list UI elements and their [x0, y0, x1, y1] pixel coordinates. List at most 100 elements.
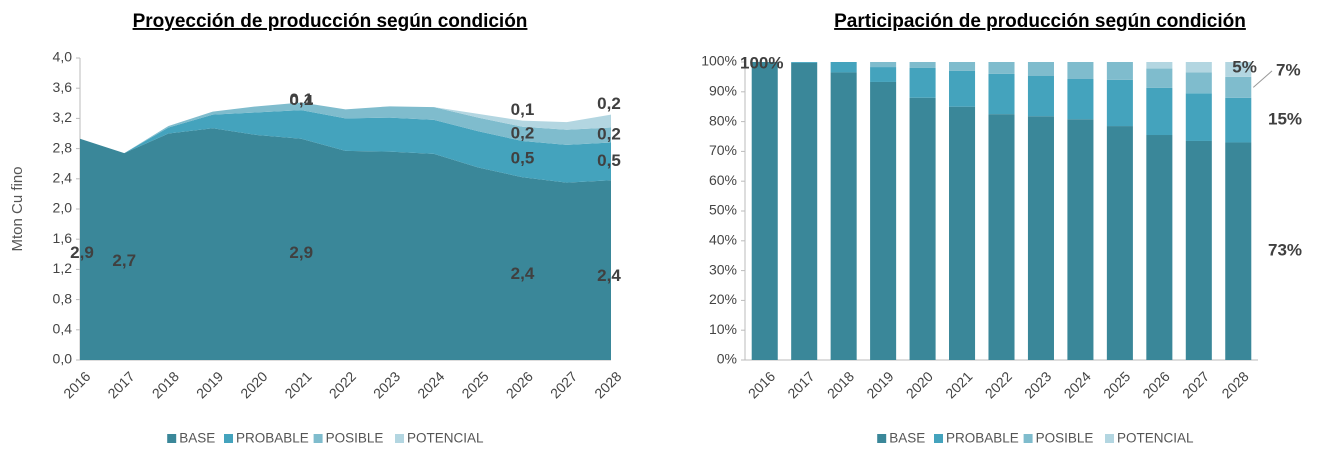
- bar-segment: [791, 62, 818, 360]
- y-tick-label: 2,8: [53, 139, 73, 155]
- y-tick-label: 0%: [717, 351, 737, 367]
- y-tick-label: 4,0: [53, 49, 73, 65]
- x-tick-label: 2028: [591, 368, 624, 401]
- bar-segment: [949, 62, 976, 71]
- x-tick-label: 2021: [281, 368, 314, 401]
- bar-segment: [909, 67, 936, 98]
- x-tick-label: 2017: [784, 368, 817, 401]
- area: [80, 110, 611, 183]
- bar-segment: [949, 70, 976, 107]
- data-label: 2,9: [70, 243, 94, 262]
- bar-segment: [1027, 116, 1054, 361]
- y-tick-label: 1,2: [53, 260, 73, 276]
- x-tick-label: 2024: [414, 368, 447, 401]
- y-tick-label: 30%: [709, 261, 737, 277]
- bar-segment: [1225, 97, 1252, 143]
- data-label: 2,4: [511, 264, 535, 283]
- y-tick-label: 80%: [709, 112, 737, 128]
- bar-segment: [751, 62, 778, 360]
- bar-segment: [1185, 93, 1212, 141]
- x-tick-label: 2024: [1061, 368, 1094, 401]
- y-tick-label: 3,2: [53, 109, 73, 125]
- y-tick-label: 0,0: [53, 351, 73, 367]
- x-tick-label: 2018: [824, 368, 857, 401]
- y-tick-label: 20%: [709, 291, 737, 307]
- x-tick-label: 2027: [1179, 368, 1212, 401]
- x-tick-label: 2023: [1021, 368, 1054, 401]
- bar-segment: [791, 62, 818, 63]
- legend-swatch: [313, 434, 323, 443]
- data-label: 73%: [1268, 241, 1302, 260]
- leader-line: [1252, 70, 1273, 88]
- data-label: 0,1: [289, 90, 313, 109]
- x-tick-label: 2019: [863, 368, 896, 401]
- legend-label: PROBABLE: [236, 431, 309, 446]
- data-label: 15%: [1268, 110, 1302, 129]
- x-tick-label: 2017: [104, 368, 137, 401]
- legend-label: BASE: [889, 431, 925, 446]
- legend-swatch: [224, 434, 233, 443]
- x-tick-label: 2023: [370, 368, 403, 401]
- data-label: 0,2: [597, 94, 621, 113]
- x-tick-label: 2026: [1139, 368, 1172, 401]
- bar-segment: [830, 72, 857, 361]
- bar-segment: [988, 114, 1015, 361]
- y-tick-label: 90%: [709, 83, 737, 99]
- area: [80, 128, 611, 360]
- x-tick-label: 2027: [547, 368, 580, 401]
- bar-segment: [1027, 62, 1054, 77]
- y-tick-label: 1,6: [53, 230, 73, 246]
- bar-segment: [988, 62, 1015, 74]
- y-tick-label: 50%: [709, 202, 737, 218]
- legend-swatch: [877, 434, 887, 443]
- bar-segment: [1225, 142, 1252, 360]
- legend-swatch: [167, 434, 177, 443]
- x-tick-label: 2019: [193, 368, 226, 401]
- x-tick-label: 2028: [1218, 368, 1251, 401]
- bar-segment: [949, 106, 976, 360]
- bar-segment: [1225, 76, 1252, 98]
- legend-label: POTENCIAL: [407, 431, 484, 446]
- x-tick-label: 2025: [458, 368, 491, 401]
- bar-segment: [1106, 62, 1133, 80]
- data-label: 7%: [1276, 60, 1301, 79]
- area: [80, 102, 611, 154]
- bar-segment: [1106, 126, 1133, 360]
- x-tick-label: 2022: [982, 368, 1015, 401]
- legend-swatch: [1023, 434, 1033, 443]
- x-tick-label: 2016: [60, 368, 93, 401]
- x-tick-label: 2018: [149, 368, 182, 401]
- x-tick-label: 2022: [326, 368, 359, 401]
- legend-swatch: [1105, 434, 1114, 443]
- data-label: 0,5: [511, 149, 535, 168]
- y-axis-label: Mton Cu fino: [9, 166, 26, 251]
- bar-segment: [870, 67, 897, 82]
- bar-segment: [1067, 78, 1094, 120]
- bar-segment: [870, 62, 897, 68]
- bar-segment: [1185, 140, 1212, 360]
- legend-label: PROBABLE: [946, 431, 1019, 446]
- y-tick-label: 100%: [701, 53, 737, 69]
- y-tick-label: 0,8: [53, 290, 73, 306]
- data-label: 2,7: [112, 251, 136, 270]
- y-tick-label: 10%: [709, 321, 737, 337]
- chart-title: Proyección de producción según condición: [133, 11, 528, 32]
- bar-segment: [1027, 76, 1054, 117]
- bar-segment: [1185, 62, 1212, 73]
- y-tick-label: 40%: [709, 232, 737, 248]
- y-tick-label: 70%: [709, 142, 737, 158]
- data-label: 2,9: [289, 243, 313, 262]
- bar-segment: [909, 62, 936, 68]
- legend-swatch: [395, 434, 404, 443]
- bar-segment: [1185, 72, 1212, 94]
- legend-swatch: [934, 434, 943, 443]
- area: [80, 102, 611, 154]
- x-tick-label: 2021: [942, 368, 975, 401]
- data-label: 0,5: [597, 151, 621, 170]
- y-tick-label: 2,4: [53, 170, 73, 186]
- x-tick-label: 2026: [503, 368, 536, 401]
- data-label: 5%: [1232, 57, 1257, 76]
- bar-segment: [1067, 62, 1094, 79]
- x-tick-label: 2016: [745, 368, 778, 401]
